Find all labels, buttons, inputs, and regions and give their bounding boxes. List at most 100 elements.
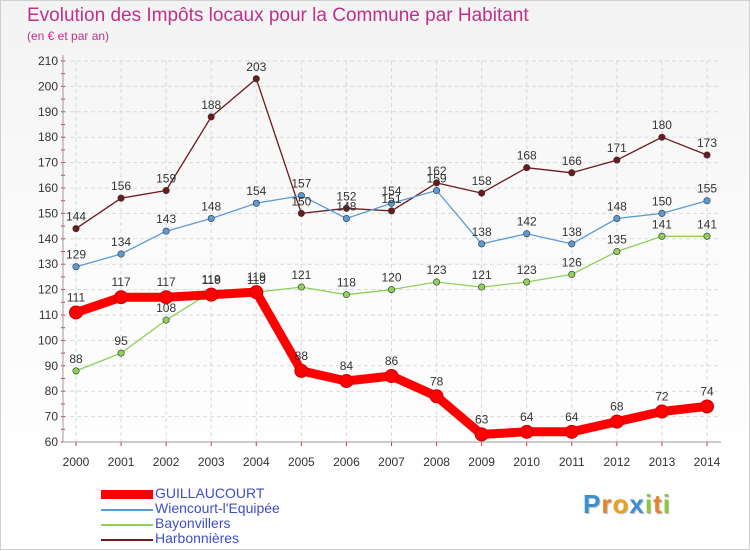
data-label-bayonvillers: 118 (337, 276, 356, 290)
data-label-harbonni-res: 151 (381, 192, 401, 206)
data-label-harbonni-res: 188 (201, 98, 221, 112)
data-point-harbonni-res (523, 164, 531, 172)
data-point-harbonni-res (207, 113, 215, 121)
data-point-harbonni-res (433, 179, 441, 187)
data-point-wiencourt-l-equip-e (162, 227, 170, 235)
data-label-guillaucourt: 74 (700, 384, 714, 398)
data-point-harbonni-res (162, 187, 170, 195)
data-point-harbonni-res (703, 151, 711, 159)
data-point-bayonvillers (387, 286, 395, 294)
legend-swatch (101, 539, 153, 541)
data-point-wiencourt-l-equip-e (478, 240, 486, 248)
legend-label: Bayonvillers (155, 515, 231, 531)
data-point-guillaucourt (564, 424, 579, 439)
y-tick-label: 120 (38, 283, 58, 297)
y-tick-label: 150 (38, 206, 58, 220)
data-label-guillaucourt: 119 (247, 270, 266, 284)
data-point-guillaucourt (294, 363, 309, 378)
data-label-bayonvillers: 123 (517, 263, 537, 277)
data-point-harbonni-res (613, 156, 621, 164)
data-point-guillaucourt (69, 305, 83, 320)
data-point-bayonvillers (342, 291, 350, 299)
data-point-harbonni-res (568, 169, 576, 177)
data-label-bayonvillers: 121 (291, 268, 311, 282)
data-label-harbonni-res: 159 (156, 172, 176, 186)
data-label-wiencourt-l-equip-e: 142 (517, 215, 537, 229)
data-label-harbonni-res: 180 (652, 118, 672, 132)
data-point-guillaucourt (159, 290, 174, 305)
data-label-bayonvillers: 135 (607, 233, 627, 247)
y-tick-label: 80 (45, 384, 59, 398)
data-point-harbonni-res (342, 204, 350, 212)
logo-letter: x (629, 489, 645, 519)
y-tick-label: 100 (38, 333, 58, 347)
data-label-bayonvillers: 141 (652, 217, 672, 231)
legend-swatch (101, 490, 153, 499)
data-point-harbonni-res (387, 207, 395, 215)
data-point-wiencourt-l-equip-e (613, 214, 621, 222)
y-tick-label: 190 (38, 105, 58, 119)
y-tick-label: 170 (38, 156, 58, 170)
data-point-wiencourt-l-equip-e (117, 250, 125, 258)
y-tick-label: 180 (38, 130, 58, 144)
legend-label: GUILLAUCOURT (155, 485, 265, 501)
y-tick-label: 60 (45, 435, 59, 449)
proxiti-logo: Proxiti (583, 489, 671, 520)
data-label-wiencourt-l-equip-e: 129 (66, 248, 86, 262)
data-point-bayonvillers (433, 278, 441, 286)
logo-letter: t (653, 489, 663, 519)
data-point-harbonni-res (72, 225, 80, 233)
y-tick-label: 140 (38, 232, 58, 246)
legend-swatch (101, 509, 153, 511)
data-label-bayonvillers: 95 (114, 334, 128, 348)
logo-letter: i (644, 489, 654, 519)
data-point-wiencourt-l-equip-e (387, 199, 395, 207)
data-label-guillaucourt: 117 (112, 275, 131, 289)
x-tick-label: 2005 (288, 455, 315, 469)
data-point-bayonvillers (523, 278, 531, 286)
x-tick-label: 2011 (559, 455, 585, 469)
data-point-harbonni-res (252, 75, 260, 83)
data-point-guillaucourt (519, 424, 534, 439)
data-label-guillaucourt: 64 (565, 410, 579, 424)
x-tick-label: 2004 (243, 455, 270, 469)
x-tick-label: 2003 (198, 455, 225, 469)
data-label-harbonni-res: 150 (291, 194, 311, 208)
data-point-bayonvillers (478, 283, 486, 291)
data-label-wiencourt-l-equip-e: 148 (201, 199, 221, 213)
data-label-guillaucourt: 84 (340, 359, 354, 373)
y-tick-label: 70 (45, 410, 59, 424)
y-tick-label: 210 (38, 54, 58, 68)
data-label-wiencourt-l-equip-e: 138 (472, 225, 492, 239)
data-label-wiencourt-l-equip-e: 134 (111, 235, 131, 249)
data-point-wiencourt-l-equip-e (252, 199, 260, 207)
y-tick-label: 130 (38, 257, 58, 271)
data-label-wiencourt-l-equip-e: 148 (336, 199, 356, 213)
chart-subtitle: (en € et par an) (27, 29, 110, 43)
data-label-guillaucourt: 63 (475, 412, 489, 426)
data-label-bayonvillers: 119 (202, 273, 221, 287)
y-tick-label: 160 (38, 181, 58, 195)
data-label-bayonvillers: 108 (156, 301, 176, 315)
data-label-wiencourt-l-equip-e: 155 (697, 182, 717, 196)
data-label-bayonvillers: 88 (69, 352, 83, 366)
x-tick-label: 2000 (63, 455, 90, 469)
data-point-wiencourt-l-equip-e (297, 192, 305, 200)
data-point-bayonvillers (703, 232, 711, 240)
data-label-harbonni-res: 152 (336, 189, 356, 203)
data-label-wiencourt-l-equip-e: 143 (156, 212, 176, 226)
data-label-wiencourt-l-equip-e: 154 (381, 184, 401, 198)
x-tick-label: 2007 (378, 455, 405, 469)
data-point-harbonni-res (658, 133, 666, 141)
data-label-guillaucourt: 64 (520, 410, 534, 424)
data-point-bayonvillers (613, 248, 621, 256)
data-label-bayonvillers: 141 (697, 217, 717, 231)
x-tick-label: 2001 (108, 455, 135, 469)
legend-swatch (101, 524, 153, 526)
data-label-wiencourt-l-equip-e: 157 (291, 177, 311, 191)
data-point-bayonvillers (297, 283, 305, 291)
data-point-harbonni-res (297, 209, 305, 217)
data-point-wiencourt-l-equip-e (523, 230, 531, 238)
data-label-wiencourt-l-equip-e: 138 (562, 225, 582, 239)
